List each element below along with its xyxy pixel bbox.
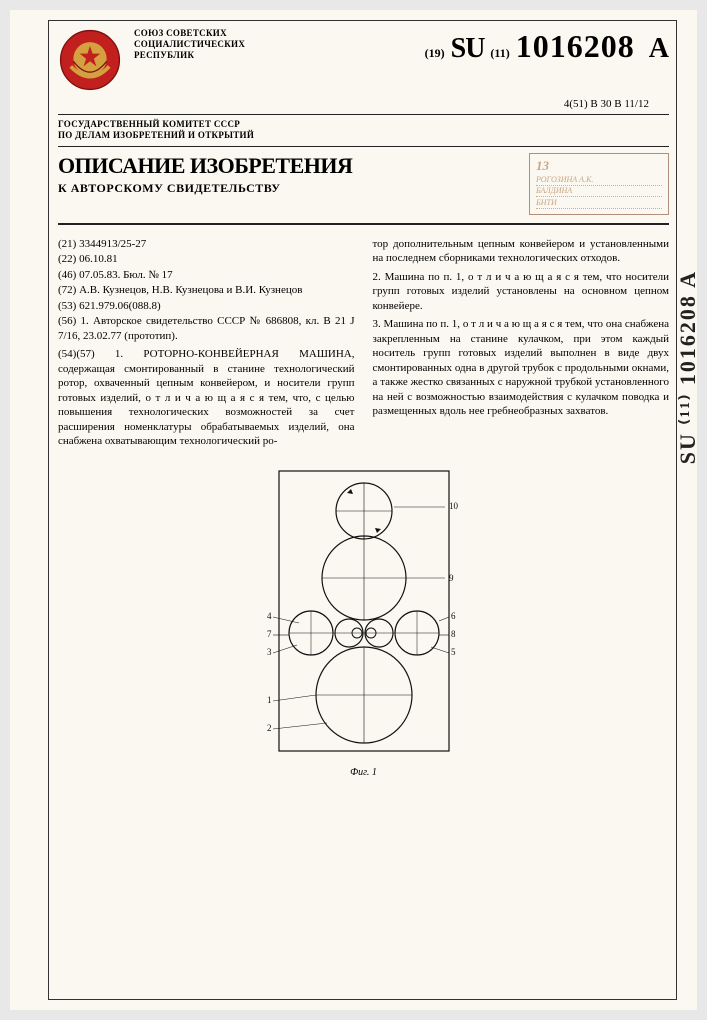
svg-text:9: 9 <box>449 573 454 583</box>
figure-area: 10 9 4 7 3 6 8 5 1 2 Фиг. <box>58 463 669 778</box>
doc-number: (19) SU (11) 1016208 A <box>425 28 669 65</box>
union-label: СОЮЗ СОВЕТСКИХ СОЦИАЛИСТИЧЕСКИХ РЕСПУБЛИ… <box>134 28 245 60</box>
abstract-col2-p1: тор дополнительным цепным конвейером и у… <box>373 237 670 266</box>
svg-text:7: 7 <box>267 629 272 639</box>
field-46: (46) 07.05.83. Бюл. № 17 <box>58 268 355 283</box>
svg-text:5: 5 <box>451 647 456 657</box>
left-column: (21) 3344913/25-27 (22) 06.10.81 (46) 07… <box>58 237 355 449</box>
main-title: ОПИСАНИЕ ИЗОБРЕТЕНИЯ <box>58 153 515 179</box>
abstract-col1: (54)(57) 1. РОТОРНО-КОНВЕЙЕРНАЯ МАШИНА, … <box>58 347 355 449</box>
doc-number-value: 1016208 <box>516 28 635 65</box>
field-21: (21) 3344913/25-27 <box>58 237 355 252</box>
field-72: (72) А.В. Кузнецов, Н.В. Кузнецова и В.И… <box>58 283 355 298</box>
field-53: (53) 621.979.06(088.8) <box>58 299 355 314</box>
svg-text:10: 10 <box>449 501 459 511</box>
side-doc-number: SU ⁽¹¹⁾ 1016208 A <box>675 270 701 464</box>
stamp-line-2: БАЛДИНА <box>536 187 662 197</box>
right-column: тор дополнительным цепным конвейером и у… <box>373 237 670 449</box>
page: SU ⁽¹¹⁾ 1016208 A СОЮЗ СОВЕТСКИХ СОЦИАЛИ… <box>10 10 697 1010</box>
abstract-col2-p3: 3. Машина по п. 1, о т л и ч а ю щ а я с… <box>373 317 670 419</box>
stamp-number: 13 <box>536 158 662 174</box>
abstract-col2-p2: 2. Машина по п. 1, о т л и ч а ю щ а я с… <box>373 270 670 314</box>
classification-code: 4(51) B 30 B 11/12 <box>58 98 649 110</box>
stamp-line-1: РОГОЗИНА А.К. <box>536 176 662 186</box>
svg-text:3: 3 <box>267 647 272 657</box>
registration-stamp: 13 РОГОЗИНА А.К. БАЛДИНА БНТИ <box>529 153 669 215</box>
field-22: (22) 06.10.81 <box>58 252 355 267</box>
figure-1: 10 9 4 7 3 6 8 5 1 2 Фиг. <box>249 463 479 778</box>
divider-3 <box>58 223 669 225</box>
svg-text:4: 4 <box>267 611 272 621</box>
su-code: SU <box>451 33 485 65</box>
body-columns: (21) 3344913/25-27 (22) 06.10.81 (46) 07… <box>58 237 669 449</box>
doc-suffix: A <box>649 33 669 65</box>
su-prefix-19: (19) <box>425 46 445 61</box>
svg-text:1: 1 <box>267 695 272 705</box>
ussr-emblem-icon <box>58 28 122 92</box>
field-56: (56) 1. Авторское свидетельство СССР № 6… <box>58 314 355 343</box>
su-prefix-11: (11) <box>490 46 509 61</box>
stamp-line-3: БНТИ <box>536 199 662 209</box>
committee-label: ГОСУДАРСТВЕННЫЙ КОМИТЕТ СССР ПО ДЕЛАМ ИЗ… <box>58 119 669 142</box>
svg-text:6: 6 <box>451 611 456 621</box>
header-row: СОЮЗ СОВЕТСКИХ СОЦИАЛИСТИЧЕСКИХ РЕСПУБЛИ… <box>58 28 669 92</box>
svg-text:8: 8 <box>451 629 456 639</box>
divider-1 <box>58 114 669 115</box>
divider-2 <box>58 146 669 147</box>
title-row: ОПИСАНИЕ ИЗОБРЕТЕНИЯ К АВТОРСКОМУ СВИДЕТ… <box>58 153 669 215</box>
svg-text:2: 2 <box>267 723 272 733</box>
figure-caption: Фиг. 1 <box>249 767 479 778</box>
subtitle: К АВТОРСКОМУ СВИДЕТЕЛЬСТВУ <box>58 181 515 196</box>
